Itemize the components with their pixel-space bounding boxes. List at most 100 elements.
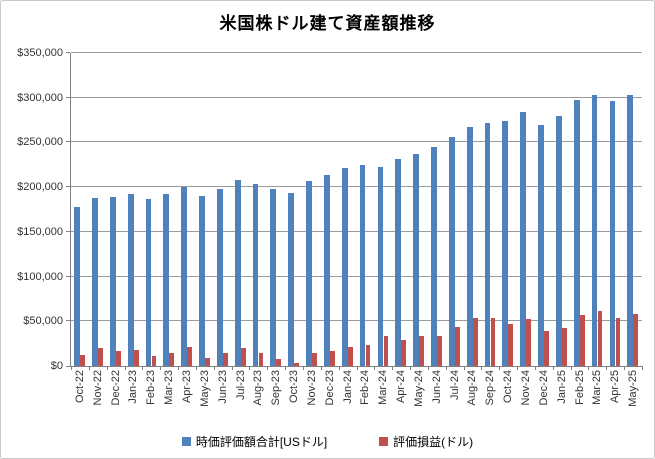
x-axis-tick bbox=[356, 366, 358, 370]
x-axis-tick bbox=[231, 366, 233, 370]
gridline bbox=[71, 52, 642, 53]
x-axis-tick bbox=[267, 366, 269, 370]
x-axis-tick-label: Dec-23 bbox=[323, 370, 336, 406]
bar-market-value bbox=[431, 146, 437, 366]
gridline bbox=[71, 230, 642, 232]
legend-label-market-value: 時価評価額合計[USドル] bbox=[195, 435, 328, 449]
bar-market-value bbox=[234, 179, 241, 366]
bar-market-value bbox=[484, 122, 491, 366]
y-axis-tick-label: $100,000 bbox=[17, 270, 63, 283]
x-axis-tick-label: Feb-25 bbox=[573, 370, 586, 405]
bar-gain-loss bbox=[597, 310, 603, 366]
bar-gain-loss bbox=[205, 357, 210, 366]
bar-gain-loss bbox=[365, 345, 371, 366]
x-axis-tick bbox=[178, 366, 180, 370]
bar-market-value bbox=[324, 174, 330, 366]
bar-market-value bbox=[341, 168, 348, 366]
x-axis-tick bbox=[88, 366, 90, 370]
x-axis-tick bbox=[392, 366, 394, 370]
x-axis-tick bbox=[71, 366, 72, 370]
x-axis-tick bbox=[624, 366, 626, 370]
bar-market-value bbox=[270, 188, 277, 366]
bar-market-value bbox=[448, 137, 455, 366]
x-axis-tick bbox=[427, 366, 429, 370]
bar-market-value bbox=[609, 101, 616, 366]
bar-market-value bbox=[591, 95, 598, 366]
bar-gain-loss bbox=[240, 348, 246, 366]
bar-gain-loss bbox=[169, 352, 175, 366]
x-axis-tick-label: Nov-23 bbox=[305, 370, 318, 406]
bar-gain-loss bbox=[401, 340, 407, 366]
x-axis-line bbox=[70, 366, 642, 367]
x-axis-tick-label: Oct-23 bbox=[288, 370, 301, 404]
bar-gain-loss bbox=[383, 335, 389, 366]
x-axis-tick bbox=[160, 366, 162, 370]
x-axis-tick bbox=[606, 366, 608, 370]
x-axis-tick bbox=[517, 366, 519, 370]
x-axis-tick bbox=[302, 366, 304, 370]
bar-gain-loss bbox=[330, 350, 335, 366]
y-axis-tick bbox=[66, 366, 70, 367]
x-axis-tick-label: Jan-24 bbox=[341, 370, 354, 404]
legend: 時価評価額合計[USドル] 評価損益(ドル) bbox=[1, 433, 654, 450]
x-axis-tick-label: Feb-23 bbox=[145, 370, 158, 405]
bar-market-value bbox=[359, 164, 366, 366]
x-axis-tick-label: Jul-23 bbox=[234, 370, 247, 400]
x-axis-tick-label: Sep-23 bbox=[270, 370, 283, 406]
y-axis-tick bbox=[66, 275, 70, 277]
bar-gain-loss bbox=[347, 347, 353, 366]
bar-gain-loss bbox=[544, 331, 549, 366]
gridline bbox=[71, 275, 642, 277]
bar-market-value bbox=[555, 115, 562, 366]
y-axis-tick bbox=[66, 96, 70, 98]
bar-market-value bbox=[145, 198, 152, 366]
bar-market-value bbox=[627, 95, 634, 366]
bar-market-value bbox=[306, 180, 312, 366]
x-axis-tick bbox=[552, 366, 554, 370]
bar-market-value bbox=[395, 159, 402, 366]
bar-market-value bbox=[163, 194, 170, 366]
gridline bbox=[71, 96, 642, 98]
bar-market-value bbox=[413, 154, 420, 366]
bar-market-value bbox=[502, 120, 509, 366]
legend-item-gain-loss: 評価損益(ドル) bbox=[379, 433, 473, 450]
bar-market-value bbox=[520, 112, 527, 366]
bar-gain-loss bbox=[437, 336, 442, 366]
x-axis-tick-label: Oct-24 bbox=[502, 370, 515, 404]
x-axis-tick-label: Apr-24 bbox=[395, 370, 408, 404]
bar-gain-loss bbox=[151, 356, 157, 366]
bar-market-value bbox=[109, 196, 116, 366]
x-axis-tick bbox=[213, 366, 215, 370]
x-axis-tick-label: Sep-24 bbox=[484, 370, 497, 406]
x-axis-tick-label: Aug-23 bbox=[252, 370, 265, 406]
y-axis-tick bbox=[66, 141, 70, 143]
y-axis-tick bbox=[66, 52, 70, 53]
bar-market-value bbox=[466, 127, 473, 366]
bar-market-value bbox=[127, 194, 134, 366]
bar-gain-loss bbox=[115, 350, 121, 366]
y-axis-tick-label: $0 bbox=[50, 360, 63, 372]
bar-market-value bbox=[181, 187, 188, 366]
bar-gain-loss bbox=[98, 348, 103, 366]
bar-gain-loss bbox=[419, 335, 425, 366]
bar-gain-loss bbox=[80, 355, 85, 366]
y-axis-tick-label: $350,000 bbox=[17, 47, 63, 59]
y-axis-tick bbox=[66, 230, 70, 232]
y-axis-tick-label: $250,000 bbox=[17, 136, 63, 149]
gridline bbox=[71, 186, 642, 188]
gridline bbox=[71, 320, 642, 322]
x-axis-tick bbox=[481, 366, 483, 370]
x-axis-tick bbox=[195, 366, 197, 370]
x-axis-tick bbox=[285, 366, 287, 370]
bar-gain-loss bbox=[579, 315, 585, 366]
x-axis-tick bbox=[124, 366, 126, 370]
bar-gain-loss bbox=[133, 349, 139, 366]
x-axis-tick-label: Apr-23 bbox=[180, 370, 193, 404]
y-axis-tick bbox=[66, 186, 70, 188]
bar-gain-loss bbox=[187, 347, 193, 366]
bar-market-value bbox=[288, 193, 295, 366]
x-axis-tick bbox=[445, 366, 447, 370]
x-axis-tick bbox=[499, 366, 501, 370]
bar-gain-loss bbox=[526, 318, 532, 366]
